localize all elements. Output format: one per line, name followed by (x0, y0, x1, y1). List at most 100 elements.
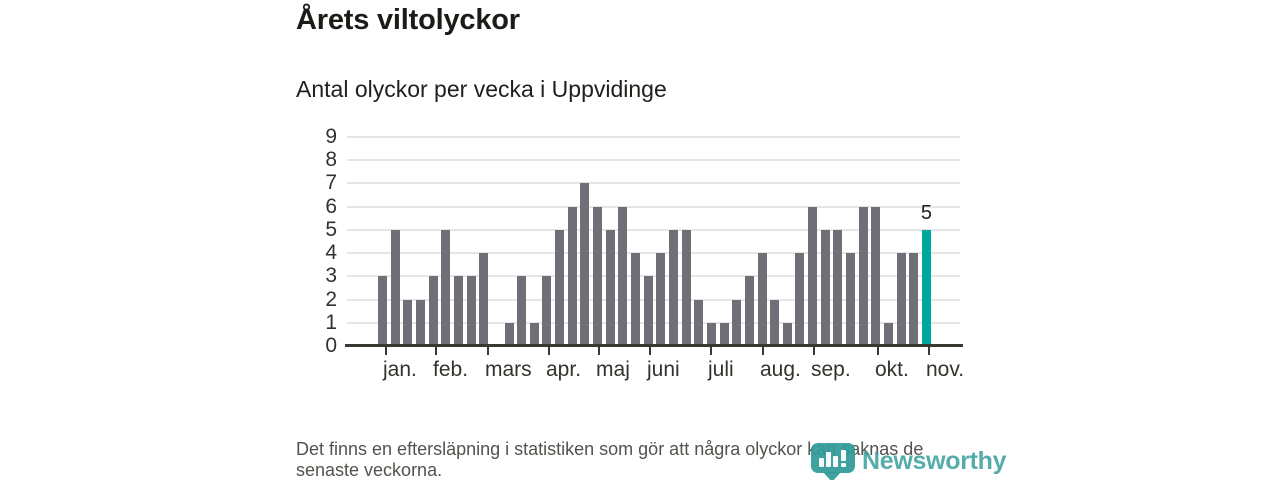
x-tick (762, 347, 764, 355)
bar (453, 276, 463, 346)
x-tick-label: aug. (760, 358, 801, 381)
x-tick-label: apr. (546, 358, 582, 381)
x-tick (649, 347, 652, 355)
exclamation-icon (841, 450, 846, 461)
bar (631, 253, 641, 346)
x-tick-label: jan. (383, 358, 417, 381)
bar (415, 299, 425, 346)
x-tick (598, 347, 601, 355)
bar (833, 229, 843, 346)
chart-title: Årets viltolyckor (296, 4, 520, 36)
y-tick-label: 7 (325, 171, 337, 195)
y-tick-label: 5 (325, 217, 337, 241)
x-tick (385, 347, 387, 355)
bar (567, 206, 577, 346)
exclamation-dot-icon (841, 463, 846, 467)
x-axis: jan. feb. mars apr. maj juni juli aug. sep. okt. n… (347, 347, 965, 389)
bar (846, 253, 856, 346)
x-tick-label: okt. (874, 358, 909, 381)
x-tick (813, 347, 815, 355)
x-tick-label: maj (596, 358, 630, 381)
newsworthy-logo: Newsworthy (811, 443, 1007, 480)
bar (808, 206, 818, 346)
bar (390, 229, 400, 346)
gridline (347, 136, 960, 138)
bar (757, 253, 767, 346)
gridline (347, 298, 960, 301)
bar (403, 299, 413, 346)
x-tick-label: sep. (811, 358, 851, 381)
x-tick (435, 347, 438, 355)
gridline (347, 321, 960, 324)
bar (732, 299, 742, 346)
plot-area: 5 (345, 136, 963, 347)
bar-chart-icon (826, 452, 831, 467)
bar (706, 322, 716, 346)
bar (517, 276, 527, 346)
y-tick-label: 9 (325, 125, 337, 148)
marker-tail (823, 472, 841, 480)
bar (896, 253, 906, 346)
footnote: Det finns en eftersläpning i statistiken… (296, 439, 924, 480)
x-tick-label: nov. (926, 358, 965, 381)
bar (504, 322, 514, 346)
bar-value-label: 5 (920, 201, 933, 224)
bar-highlighted (921, 229, 931, 346)
bar (643, 276, 653, 346)
x-tick (876, 347, 879, 355)
bar (782, 322, 792, 346)
bar (580, 183, 590, 346)
y-tick-label: 3 (325, 264, 337, 288)
bar (668, 229, 678, 346)
bar (858, 206, 868, 346)
bar (378, 276, 387, 346)
bar (428, 276, 438, 346)
newsworthy-marker-icon (811, 443, 857, 480)
bar (694, 299, 704, 346)
bar (909, 253, 919, 346)
gridline (347, 252, 960, 255)
x-tick (487, 347, 489, 355)
bar (479, 253, 489, 346)
bar (795, 253, 805, 346)
y-tick-label: 8 (325, 148, 337, 172)
y-tick-label: 1 (325, 310, 337, 334)
bar (884, 322, 894, 346)
bar (719, 322, 729, 346)
bar (681, 229, 691, 346)
x-tick-label: mars (485, 358, 532, 381)
bar (605, 229, 615, 346)
bar (871, 206, 881, 346)
gridline (347, 228, 960, 231)
x-axis-line (345, 344, 963, 347)
x-tick (548, 347, 550, 355)
bar (618, 206, 628, 346)
bar-chart-icon (819, 458, 824, 467)
chart-subtitle: Antal olyckor per vecka i Uppvidinge (296, 76, 667, 102)
bar (441, 229, 451, 346)
gridline (347, 275, 960, 278)
x-tick-label: juli (708, 358, 734, 381)
x-tick (710, 347, 713, 355)
y-tick-label: 6 (325, 194, 337, 218)
x-tick-label: feb. (433, 358, 469, 381)
bar (656, 253, 666, 346)
bar (555, 229, 565, 346)
x-tick (928, 347, 930, 355)
y-tick-label: 2 (325, 287, 337, 311)
bar (744, 276, 754, 346)
bar-chart-icon (833, 456, 838, 467)
bar (529, 322, 539, 346)
bar (820, 229, 830, 346)
y-tick-label: 4 (325, 241, 337, 265)
y-tick-label: 0 (325, 334, 337, 357)
bar (770, 299, 780, 346)
bar (466, 276, 476, 346)
gridline (347, 159, 960, 162)
x-tick-label: juni (647, 358, 680, 381)
bar (593, 206, 603, 346)
gridline (347, 205, 960, 208)
newsworthy-wordmark: Newsworthy (862, 447, 1007, 475)
